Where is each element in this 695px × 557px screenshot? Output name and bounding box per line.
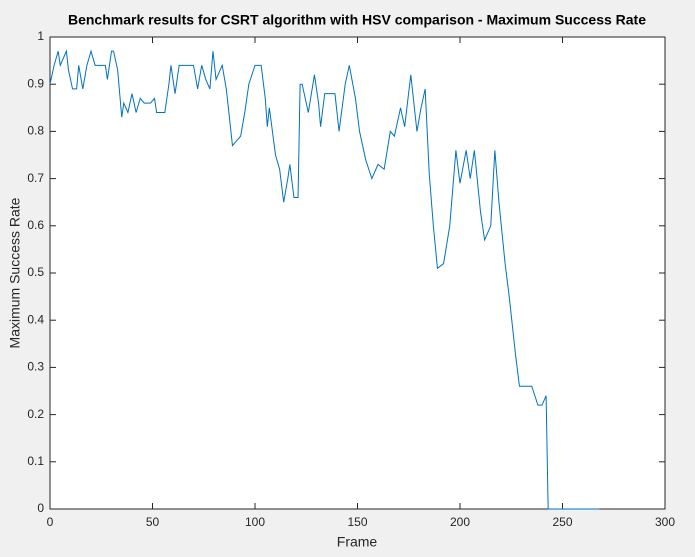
chart-title: Benchmark results for CSRT algorithm wit… — [68, 12, 646, 28]
y-tick-label: 0 — [37, 501, 44, 515]
x-tick-label: 100 — [245, 515, 265, 529]
y-tick-label: 0.1 — [27, 454, 44, 468]
x-axis-label: Frame — [337, 534, 378, 550]
axes-box — [49, 36, 666, 510]
data-line — [49, 49, 600, 510]
x-tick-label: 50 — [146, 515, 160, 529]
y-tick-label: 0.7 — [27, 171, 44, 185]
y-axis-label: Maximum Success Rate — [7, 197, 23, 348]
y-tick-label: 0.5 — [27, 265, 44, 279]
y-tick-label: 0.3 — [27, 360, 44, 374]
x-tick-label: 200 — [450, 515, 470, 529]
x-tick-label: 0 — [47, 515, 54, 529]
x-tick-label: 150 — [347, 515, 367, 529]
y-tick-label: 0.6 — [27, 218, 44, 232]
y-tick-label: 0.9 — [27, 76, 44, 90]
y-tick-label: 1 — [37, 29, 44, 43]
x-tick-label: 300 — [655, 515, 675, 529]
y-tick-label: 0.2 — [27, 407, 44, 421]
x-tick-label: 250 — [552, 515, 572, 529]
plot-area — [50, 37, 665, 509]
y-tick-label: 0.8 — [27, 124, 44, 138]
y-tick-label: 0.4 — [27, 312, 44, 326]
